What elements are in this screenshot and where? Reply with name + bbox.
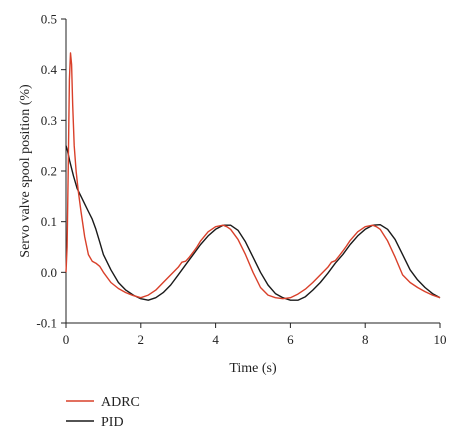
y-axis-title: Servo valve spool position (%) <box>18 84 33 258</box>
legend: ADRC PID <box>66 395 140 430</box>
series-line-pid <box>65 145 441 301</box>
y-tick-label: 0.4 <box>41 62 58 77</box>
y-tick-label: -0.1 <box>36 316 57 331</box>
y-tick-label: 0.0 <box>41 265 57 280</box>
x-tick-label: 10 <box>434 332 447 347</box>
plot-frame <box>65 19 440 324</box>
y-tick-label: 0.2 <box>41 164 57 179</box>
y-tick-label: 0.3 <box>41 113 57 128</box>
y-ticks: -0.1 0.0 0.1 0.2 0.3 0.4 0.5 <box>36 12 66 331</box>
x-axis-title: Time (s) <box>229 361 277 376</box>
y-tick-label: 0.5 <box>41 12 57 27</box>
x-tick-label: 6 <box>287 332 294 347</box>
x-ticks: 0 2 4 6 8 10 <box>63 323 447 347</box>
series-layer <box>65 52 441 301</box>
x-tick-label: 4 <box>212 332 219 347</box>
y-tick-label: 0.1 <box>41 214 57 229</box>
x-tick-label: 8 <box>362 332 369 347</box>
x-tick-label: 2 <box>138 332 145 347</box>
legend-label-adrc: ADRC <box>101 395 140 410</box>
legend-label-pid: PID <box>101 415 124 430</box>
x-tick-label: 0 <box>63 332 70 347</box>
series-line-adrc <box>65 52 441 300</box>
